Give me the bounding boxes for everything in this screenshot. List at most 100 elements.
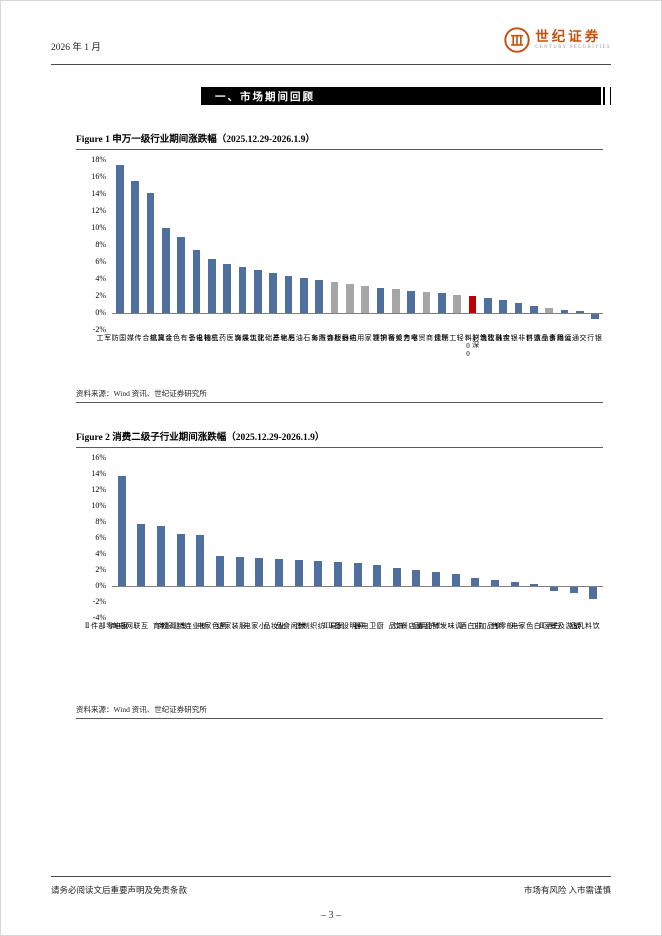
y-axis-tick-label: 14% — [91, 469, 106, 478]
x-axis-category-label: 饰品 — [388, 622, 404, 629]
y-axis-tick-label: 10% — [91, 501, 106, 510]
bar-传媒 — [131, 181, 139, 313]
y-axis-tick-label: 6% — [95, 257, 106, 266]
bar-休闲食品 — [294, 560, 303, 586]
bar-建筑材料 — [484, 297, 492, 313]
x-axis-category-label: 综合 — [141, 334, 158, 341]
x-axis-category-label: 交通运输 — [556, 334, 587, 341]
company-logo: 世纪证券 CENTURY SECURITIES — [504, 27, 611, 53]
x-axis-category-label: 化妆品 — [262, 622, 286, 629]
y-axis-tick-label: -4% — [92, 613, 106, 622]
x-axis-category-label: 贸易Ⅱ — [321, 622, 345, 630]
y-axis-tick-label: 10% — [91, 223, 106, 232]
bar-照明设备Ⅱ — [353, 562, 362, 586]
bar-服装家纺 — [235, 557, 244, 586]
x-axis-category-label: 商贸零售 — [402, 334, 434, 341]
bar-机械设备 — [207, 259, 216, 313]
x-axis-category-label: 小家电 — [243, 622, 267, 629]
x-axis-category-label: 煤炭 — [233, 334, 250, 341]
bar-旅游及景区 — [569, 587, 578, 594]
y-axis-tick-label: 14% — [91, 189, 106, 198]
figure-2-source: 资料来源：Wind 资讯、世纪证券研究所 — [76, 700, 603, 719]
y-axis-tick-label: 18% — [91, 155, 106, 164]
bar-基础化工 — [269, 273, 277, 313]
x-axis-category-label: 公用事业 — [541, 334, 572, 341]
x-axis-category-label: 黑色家电 — [196, 622, 228, 629]
x-axis-line — [112, 313, 603, 314]
bar-石油石化 — [299, 278, 308, 313]
footer-disclaimer: 请务必阅读文后重要声明及免责条款 — [51, 885, 188, 895]
figure-1-title: Figure 1 申万一级行业期间涨跌幅（2025.12.29-2026.1.9… — [76, 131, 603, 150]
bar-调味发酵品Ⅱ — [451, 574, 460, 586]
y-axis-tick-label: 8% — [95, 240, 106, 249]
x-axis-category-label: 机械设备 — [188, 334, 219, 341]
x-axis-category-label: 白酒Ⅱ — [537, 622, 561, 630]
figure-2-bar-chart: 16% 14% 12% 10% 8% 6% 4% 2% 0% -2% -4% 家电零部件Ⅱ 互联网电商教… — [76, 454, 603, 698]
x-axis-category-label: 建筑装饰 — [234, 334, 265, 341]
x-axis-category-label: 白色家电 — [510, 622, 542, 629]
section-header-row: 一、市场期间回顾 — [201, 87, 611, 105]
x-axis-category-label: 互联网电商 — [110, 622, 149, 629]
bar-美容护理 — [392, 289, 400, 313]
y-axis-tick-label: 12% — [91, 485, 106, 494]
x-axis-category-label: 纺织制造 — [294, 622, 326, 629]
x-axis-category-label: 医药生物 — [203, 334, 235, 341]
y-axis-tick-label: 4% — [95, 274, 106, 283]
x-axis-category-label: 环保 — [433, 334, 449, 341]
x-axis-category-label: 基础化工 — [249, 334, 281, 341]
y-axis-tick-label: 2% — [95, 291, 106, 300]
plot-area: 家电零部件Ⅱ 互联网电商 教育 专业服务 专业连锁Ⅱ 黑色家电 服装家纺 小家电 化妆品 休闲食品… — [83, 458, 603, 630]
section-title: 一、市场期间回顾 — [215, 90, 315, 103]
x-axis-category-label: 饮料乳品 — [569, 622, 601, 629]
bar-厨卫电器 — [373, 565, 382, 586]
bar-电子 — [192, 250, 201, 313]
bar-综合 — [146, 193, 155, 313]
bar-一般零售 — [510, 582, 519, 586]
x-axis-category-label: 传媒 — [126, 334, 143, 341]
x-axis-category-label: 轻工制造 — [433, 334, 465, 341]
y-axis-tick-label: 8% — [95, 517, 106, 526]
x-axis-category-label: 旅游及景区 — [542, 622, 581, 629]
bar-社会服务 — [330, 282, 339, 313]
bar-非银金融 — [514, 302, 523, 313]
x-axis-category-label: 服装家纺 — [216, 622, 247, 629]
bar-医药生物 — [223, 263, 231, 313]
section-title-bar: 一、市场期间回顾 — [201, 87, 601, 105]
x-axis-category-label: 非银金融 — [494, 334, 526, 341]
bar-煤炭 — [238, 267, 247, 313]
bar-家电零部件Ⅱ — [117, 476, 126, 586]
x-axis-category-label: 农林牧渔 — [479, 334, 511, 341]
page-header: 2026 年 1 月 世纪证券 CENTURY SECURITIES — [51, 27, 611, 61]
x-axis-category-label: 非白酒 — [459, 622, 483, 629]
x-axis-category-label: 房地产 — [272, 334, 296, 341]
x-axis-category-label: 个护用品 — [412, 622, 444, 629]
bar-贸易Ⅱ — [333, 562, 342, 586]
bar-白酒Ⅱ — [549, 587, 558, 591]
bar-食品饮料 — [545, 307, 554, 313]
y-axis-tick-label: 6% — [95, 533, 106, 542]
x-axis-category-label: 调味发酵品Ⅱ — [416, 622, 463, 630]
y-axis-tick-label: -2% — [92, 597, 106, 606]
x-axis-category-label: 沪深300 — [464, 334, 480, 358]
x-axis-category-label: 纺织服饰 — [326, 334, 357, 341]
y-axis-tick-label: 12% — [91, 206, 106, 215]
x-axis-category-label: 通信 — [525, 334, 541, 341]
y-axis-tick-label: 4% — [95, 549, 106, 558]
bar-饰品 — [392, 568, 401, 586]
bar-通信 — [530, 306, 538, 313]
bar-教育 — [157, 526, 166, 586]
x-axis-category-label: 汽车 — [310, 334, 327, 341]
figure-2: Figure 2 消费二级子行业期间涨跌幅（2025.12.29-2026.1.… — [76, 429, 603, 719]
bar-个护用品 — [432, 572, 441, 586]
bar-沪深300 — [468, 296, 477, 313]
figure-1-bar-chart: 18% 16% 14% 12% 10% 8% 6% 4% 2% 0% -2% 国防军工 传媒 综合 计算机有… — [76, 156, 603, 382]
bar-饮料乳品 — [589, 587, 598, 599]
x-axis-category-label: 家用电器 — [341, 334, 373, 341]
footer-risk-note: 市场有风险 入市需谨慎 — [523, 885, 611, 895]
bar-小家电 — [255, 558, 264, 586]
y-axis-tick-label: 2% — [95, 565, 106, 574]
x-axis-category-label: 钢铁 — [371, 334, 388, 341]
brand-subtitle: CENTURY SECURITIES — [535, 44, 611, 50]
report-date: 2026 年 1 月 — [51, 43, 101, 53]
x-axis-category-label: 休闲食品 — [274, 622, 306, 629]
